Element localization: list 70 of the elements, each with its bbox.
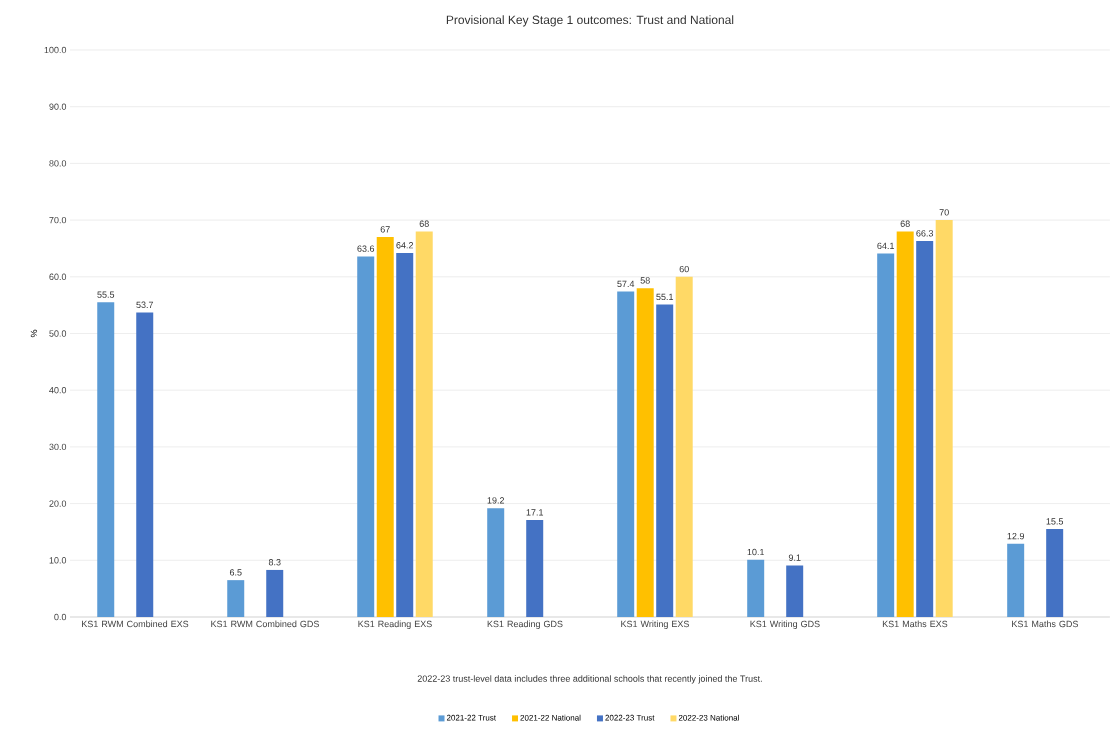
bar xyxy=(786,565,804,617)
data-label: 64.2 xyxy=(396,242,414,249)
x-tick-label: KS1 RWM Combined GDS xyxy=(211,620,319,628)
bar xyxy=(656,304,674,617)
data-label: 17.1 xyxy=(526,509,544,516)
bar xyxy=(1046,529,1064,617)
legend-label: 2022-23 National xyxy=(678,714,739,721)
data-label: 60 xyxy=(679,265,689,273)
y-tick-label: 20.0 xyxy=(49,500,67,507)
bar xyxy=(896,231,914,617)
legend-label: 2021-22 Trust xyxy=(446,714,496,721)
bar xyxy=(1007,543,1025,617)
bar xyxy=(357,256,375,617)
bar xyxy=(97,302,115,617)
data-label: 67 xyxy=(380,226,390,233)
data-label: 70 xyxy=(939,209,949,216)
bar xyxy=(526,520,544,617)
data-label: 64.1 xyxy=(877,242,895,250)
x-tick-label: KS1 Reading EXS xyxy=(358,620,432,629)
data-label: 68 xyxy=(900,220,910,227)
bar xyxy=(487,508,505,617)
data-label: 15.5 xyxy=(1046,518,1064,525)
y-tick-label: 40.0 xyxy=(49,387,67,394)
bar xyxy=(916,241,934,617)
y-tick-label: 90.0 xyxy=(49,103,67,110)
data-label: 6.5 xyxy=(229,569,242,576)
bar xyxy=(636,288,654,617)
data-label: 9.1 xyxy=(788,554,801,561)
bar xyxy=(227,580,245,617)
bar xyxy=(376,237,394,617)
data-label: 19.2 xyxy=(487,497,505,504)
data-label: 53.7 xyxy=(136,301,154,308)
bar xyxy=(415,231,433,617)
data-label: 12.9 xyxy=(1007,532,1025,540)
y-tick-label: 70.0 xyxy=(49,216,67,224)
data-label: 8.3 xyxy=(268,559,281,566)
y-tick-label: 0.0 xyxy=(54,613,67,621)
data-label: 63.6 xyxy=(357,245,375,252)
bar xyxy=(675,276,693,617)
legend-label: 2022-23 Trust xyxy=(605,714,655,721)
x-tick-label: KS1 Reading GDS xyxy=(487,620,563,629)
data-label: 58 xyxy=(640,277,650,284)
bar xyxy=(935,220,953,617)
bar xyxy=(617,291,635,617)
bar xyxy=(877,253,895,617)
y-axis-title: % xyxy=(30,329,38,338)
y-tick-label: 50.0 xyxy=(49,330,67,337)
text: 2022-23 trust-level data includes three additional schools that recently joined the Trust. xyxy=(417,675,762,684)
chart-title: Provisional Key Stage 1 outcomes: Trust and National xyxy=(446,15,734,27)
x-tick-label: KS1 Writing GDS xyxy=(750,620,820,629)
x-tick-label: KS1 Maths GDS xyxy=(1012,620,1079,628)
data-label: 66.3 xyxy=(916,230,934,237)
x-tick-label: KS1 Writing EXS xyxy=(621,620,689,629)
y-tick-label: 30.0 xyxy=(49,443,67,451)
x-tick-label: KS1 Maths EXS xyxy=(882,620,948,628)
y-tick-label: 60.0 xyxy=(49,273,67,280)
data-label: 10.1 xyxy=(747,548,765,556)
bar xyxy=(396,252,414,617)
bar xyxy=(747,559,765,617)
x-tick-label: KS1 RWM Combined EXS xyxy=(82,620,189,628)
bar xyxy=(136,312,154,617)
y-tick-label: 10.0 xyxy=(49,557,67,564)
data-label: 68 xyxy=(419,220,429,227)
bar xyxy=(266,569,284,617)
data-label: 55.5 xyxy=(97,291,115,298)
data-label: 55.1 xyxy=(656,293,674,301)
legend-label: 2021-22 National xyxy=(520,714,581,721)
y-tick-label: 100.0 xyxy=(44,46,67,54)
y-tick-label: 80.0 xyxy=(49,160,67,167)
data-label: 57.4 xyxy=(617,280,635,288)
